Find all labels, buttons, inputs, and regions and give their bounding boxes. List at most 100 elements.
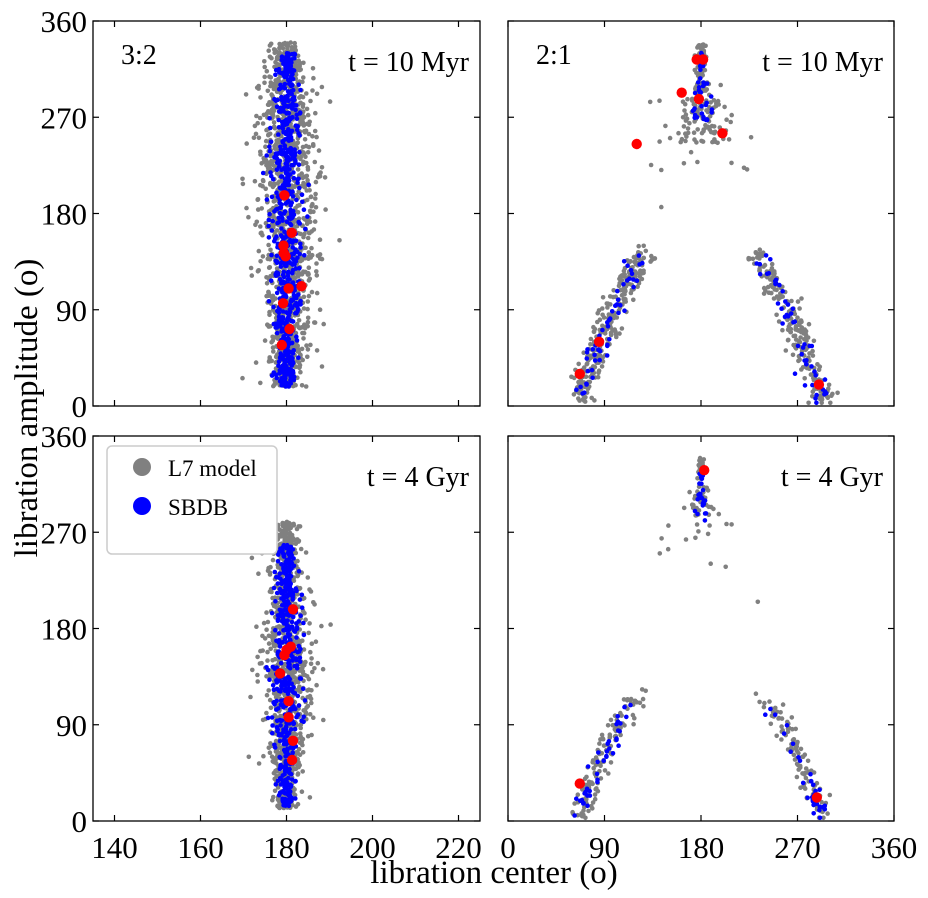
sbdb-point (284, 791, 290, 796)
sbdb-point (590, 375, 595, 381)
sbdb-point (702, 518, 708, 523)
model-point (577, 398, 582, 403)
sbdb-point (808, 778, 814, 784)
model-point (631, 297, 636, 303)
sbdb-point (290, 153, 295, 158)
model-point (243, 92, 249, 97)
model-point (285, 669, 291, 675)
model-point (310, 66, 316, 71)
model-point (772, 269, 777, 274)
sbdb-point (600, 327, 605, 333)
model-point (296, 318, 302, 323)
model-point (601, 743, 607, 748)
model-point (757, 247, 763, 252)
model-point (785, 337, 791, 343)
sbdb-point (277, 754, 283, 760)
model-point (303, 143, 309, 149)
model-point (305, 575, 311, 580)
model-point (695, 159, 700, 165)
sbdb-point (294, 635, 299, 640)
sbdb-point (298, 298, 303, 304)
model-point (827, 792, 833, 798)
model-point (274, 266, 280, 271)
sbdb-point (622, 308, 627, 314)
sbdb-point (596, 347, 601, 353)
time-label: t = 4 Gyr (781, 462, 884, 493)
sbdb-point (269, 228, 275, 233)
model-point (273, 738, 279, 744)
model-point (268, 182, 273, 187)
sbdb-point (779, 306, 784, 312)
model-point (300, 175, 306, 181)
sbdb-point (286, 51, 291, 56)
sbdb-point (278, 611, 283, 617)
model-point (271, 183, 277, 188)
model-point (616, 283, 622, 289)
sbdb-point (287, 67, 293, 72)
model-point (260, 717, 266, 723)
sbdb-point (302, 253, 307, 258)
sbdb-point (615, 728, 621, 733)
model-point (293, 364, 298, 370)
model-point (306, 265, 312, 271)
resonance-label: 3:2 (121, 40, 157, 71)
sbdb-point (296, 82, 302, 87)
model-point (280, 46, 286, 51)
sbdb-point (703, 117, 709, 123)
sbdb-point (291, 175, 297, 181)
model-point (286, 520, 292, 526)
sbdb-point (282, 771, 287, 777)
sbdb-point (773, 277, 779, 283)
sbdb-point (574, 387, 579, 393)
model-point (313, 110, 318, 116)
sbdb-point (822, 391, 827, 397)
model-point (769, 261, 775, 267)
sbdb-point (288, 146, 294, 151)
model-point (641, 243, 646, 249)
model-point (266, 324, 272, 329)
sbdb-point (621, 259, 627, 264)
model-point (265, 88, 271, 94)
model-point (628, 696, 634, 702)
model-point (584, 797, 589, 802)
sbdb-point (605, 324, 611, 329)
x-tick-label: 90 (589, 830, 620, 865)
model-point (313, 191, 318, 197)
model-point (693, 85, 699, 90)
model-point (306, 278, 312, 283)
sbdb-point (287, 658, 292, 664)
sbdb-point (288, 222, 294, 228)
model-point (306, 630, 312, 636)
sbdb-point (631, 277, 636, 282)
model-point (636, 243, 641, 249)
sbdb-point (296, 703, 302, 708)
model-point (728, 119, 733, 125)
sbdb-point (614, 737, 619, 743)
sbdb-point (272, 745, 278, 750)
sbdb-point (284, 783, 289, 789)
legend-label-model: L7 model (168, 456, 257, 481)
model-point (703, 122, 708, 128)
model-point (244, 205, 249, 211)
sbdb-point (278, 351, 284, 356)
model-point (663, 123, 668, 129)
sbdb-point (702, 511, 708, 516)
sbdb-point (274, 686, 280, 692)
model-point (783, 348, 789, 353)
model-point (699, 460, 705, 466)
sbdb-point (284, 545, 289, 551)
sbdb-point (277, 644, 283, 649)
sbdb-point (279, 202, 284, 207)
sbdb-point (601, 758, 606, 763)
model-point (648, 259, 653, 264)
model-point (588, 336, 594, 342)
sbdb-point (616, 310, 621, 316)
model-point (641, 704, 646, 709)
model-point (774, 733, 779, 739)
model-point (305, 703, 311, 709)
model-point (277, 45, 282, 51)
sbdb-point (788, 749, 793, 754)
model-point (639, 687, 645, 692)
model-point (272, 643, 277, 649)
